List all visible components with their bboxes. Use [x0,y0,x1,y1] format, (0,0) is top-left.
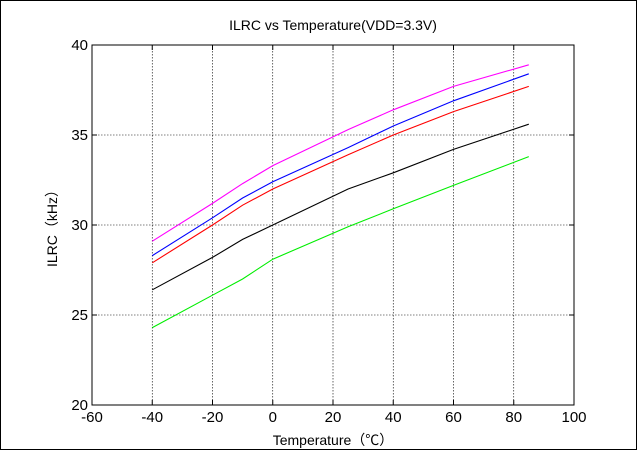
x-axis-label: Temperature（℃） [273,432,394,448]
x-tick-label: -60 [81,409,103,426]
axis-ticks: -60 -40 -20 0 20 40 60 80 100 20 25 30 35 40 [71,37,586,426]
x-tick-label: 80 [505,409,522,426]
x-tick-label: -40 [141,409,163,426]
y-tick-label: 25 [71,307,88,324]
series-line-4 [152,123,529,291]
y-tick-label: 35 [71,127,88,144]
chart-title: ILRC vs Temperature(VDD=3.3V) [229,17,437,33]
x-tick-label: -20 [202,409,224,426]
x-tick-label: 0 [269,409,277,426]
x-tick-label: 60 [445,409,462,426]
x-tick-label: 40 [385,409,402,426]
y-axis-label: ILRC（kHz） [44,183,60,267]
series-line-3 [152,85,529,264]
y-tick-label: 30 [71,217,88,234]
x-tick-label: 20 [325,409,342,426]
y-tick-label: 20 [71,397,88,414]
x-tick-label: 100 [561,409,586,426]
series-layer [152,64,529,329]
series-line-2 [152,73,529,257]
series-line-1 [152,64,529,242]
series-line-5 [152,156,529,329]
y-tick-label: 40 [71,37,88,54]
